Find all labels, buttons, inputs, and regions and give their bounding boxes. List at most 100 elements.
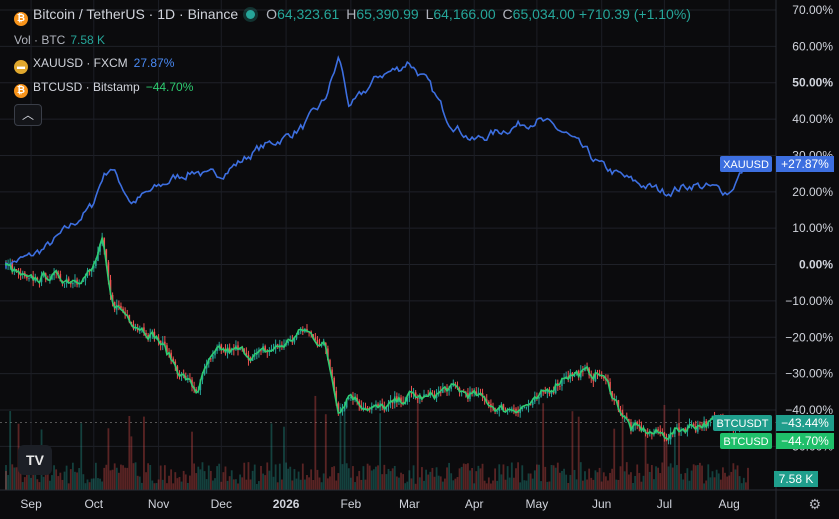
volume-bar [251,470,254,490]
volume-bar [184,474,187,490]
candle-body [333,377,335,391]
volume-bar [686,468,689,490]
volume-bar [103,467,106,490]
y-axis: 70.00%60.00%50.00%40.00%30.00%20.00%10.0… [775,0,833,519]
candle-body [331,369,333,378]
volume-bar [464,464,467,490]
volume-bar [719,479,722,490]
volume-bar [531,478,534,490]
volume-bar [427,474,430,490]
legend-compare-btcusd[interactable]: ₿ BTCUSD · Bitstamp −44.70% [14,80,193,98]
candle-body [318,343,321,346]
volume-bar [546,481,549,490]
y-tick-label: 0.00% [799,258,833,272]
candle-body [617,400,620,411]
volume-bar [178,476,181,490]
volume-bar [627,474,630,490]
volume-bar [166,483,168,490]
volume-bar [550,464,553,490]
volume-bar [157,479,160,490]
volume-bar [34,474,37,490]
volume-bar [504,479,507,490]
volume-bar [391,468,394,490]
volume-bar [203,471,206,490]
gear-icon[interactable]: ⚙ [808,496,821,512]
volume-bar [30,477,32,490]
volume-bar [715,469,718,490]
volume-bar [653,479,655,490]
y-tick-label: 70.00% [792,3,833,17]
volume-bar [80,423,83,490]
volume-bar [565,474,568,490]
candle-body [170,352,172,359]
volume-bar [153,483,156,490]
volume-bar [696,465,699,490]
candle-body [30,276,32,279]
volume-bar [113,463,116,490]
volume-bar [621,404,624,490]
volume-bar [655,466,657,490]
symbol-title[interactable]: Bitcoin / TetherUS · 1D · Binance [33,6,239,22]
volume-bar [372,469,375,490]
comparison-lines [5,55,749,440]
candle-body [299,330,302,332]
volume-bar [454,478,457,490]
volume-bar [51,475,53,490]
volume-bar [431,467,434,490]
volume-bar [650,465,653,490]
volume-bar [297,471,300,490]
legend-main: ₿ Bitcoin / TetherUS · 1D · Binance O64,32… [14,6,691,26]
volume-bar [69,469,72,490]
volume-bar [32,471,35,490]
candle-body [354,397,356,401]
compare-xauusd-name: XAUUSD · FXCM [33,56,128,70]
candle-body [145,333,147,335]
volume-bar [42,476,45,490]
volume-bar [272,476,275,490]
volume-bar [370,470,373,490]
candle-body [11,262,14,271]
volume-bar [138,476,141,490]
series-name-tag [713,415,772,431]
volume-bar [214,478,216,490]
chevron-up-icon[interactable]: ︿ [14,104,42,126]
volume-bar [126,467,129,490]
volume-bar [519,482,522,490]
volume-bar [502,464,505,490]
volume-bar [742,477,745,490]
volume-bar [579,462,582,490]
volume-bar [684,473,687,490]
volume-bar [705,480,708,490]
candle-body [347,397,350,399]
candle-body [293,338,296,343]
volume-bar [159,465,162,490]
volume-bar [117,472,120,490]
candle-body [164,341,166,346]
volume-bar [140,482,143,490]
tradingview-logo-icon[interactable]: TV [18,445,52,475]
legend-volume[interactable]: Vol · BTC 7.58 K [14,33,105,47]
volume-bar [329,476,331,490]
candle-body [337,403,340,412]
volume-bar [335,480,338,490]
candle-body [264,346,266,351]
volume-bar [345,463,348,490]
volume-bar [446,467,448,490]
volume-bar [613,428,616,490]
volume-bar [680,473,683,490]
candle-body [279,344,281,347]
candle-body [602,377,605,379]
volume-bar [701,465,703,490]
series-value-tag-label: −44.70% [781,434,829,448]
volume-bar [268,470,271,490]
volume-bar [500,474,503,490]
volume-bar [506,466,509,490]
legend-compare-xauusd[interactable]: ▬ XAUUSD · FXCM 27.87% [14,56,174,74]
y-tick-label: −30.00% [785,367,833,381]
volume-value: 7.58 K [70,33,106,47]
y-tick-label: −40.00% [785,403,833,417]
y-tick-label: 10.00% [792,221,833,235]
volume-bar [669,463,672,490]
compare-xauusd-value: 27.87% [133,56,175,70]
